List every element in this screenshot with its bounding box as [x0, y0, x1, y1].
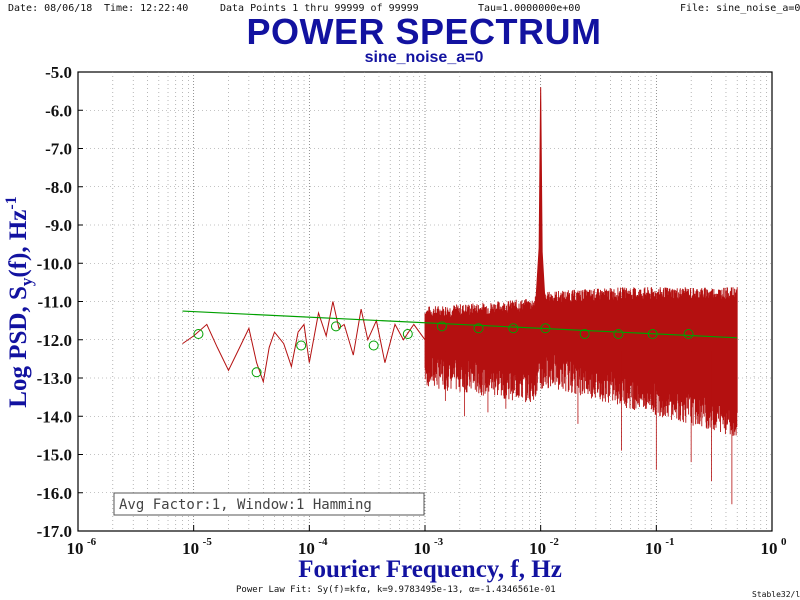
y-tick-label: -16.0	[37, 484, 72, 503]
y-tick-label: -5.0	[45, 63, 72, 82]
averaged-point	[540, 323, 551, 334]
x-tick-label: 10	[761, 539, 778, 558]
y-tick-label: -7.0	[45, 140, 72, 159]
x-tick-label: 10	[645, 539, 662, 558]
x-tick-label: 10	[529, 539, 546, 558]
y-axis-label-sub: y	[17, 277, 36, 286]
x-tick-exponent: 0	[781, 536, 787, 548]
x-tick-labels: 10 -6 10 -5 10 -4 10 -3 10 -2 10 -1 10 0	[67, 525, 787, 558]
averaged-point	[296, 340, 307, 351]
x-axis-label: Fourier Frequency, f, Hz	[298, 556, 562, 583]
averaged-point	[613, 329, 624, 340]
header-data-points: Data Points 1 thru 99999 of 99999	[220, 3, 419, 14]
y-tick-label: -14.0	[37, 407, 72, 426]
y-tick-label: -15.0	[37, 446, 72, 465]
averaged-point	[508, 323, 519, 334]
x-tick-exponent: -2	[550, 536, 560, 548]
header-date: Date: 08/06/18	[8, 3, 92, 14]
x-tick-exponent: -4	[318, 536, 328, 548]
x-tick-exponent: -6	[87, 536, 97, 548]
annotation-text: Avg Factor:1, Window:1 Hamming	[119, 497, 372, 513]
averaged-point	[402, 329, 413, 340]
averaged-points-series	[193, 321, 694, 378]
averaged-point	[647, 329, 658, 340]
x-tick-label: 10	[298, 539, 315, 558]
averaged-point	[330, 321, 341, 332]
x-tick-exponent: -3	[434, 536, 444, 548]
grid-lines	[78, 72, 772, 531]
footer-credit: Stable32/lvb	[752, 590, 800, 599]
x-tick-label: 10	[414, 539, 431, 558]
header-time: Time: 12:22:40	[104, 3, 188, 14]
averaged-point	[579, 329, 590, 340]
y-axis-label: Log PSD, Sy(f), Hz-1	[3, 196, 36, 407]
spectrum-peak	[534, 87, 546, 310]
y-tick-label: -17.0	[37, 522, 72, 541]
y-axis-label-mid: (f), Hz	[5, 210, 32, 278]
annotation-box	[113, 492, 425, 516]
chart-title: POWER SPECTRUM	[246, 11, 601, 52]
averaged-point	[436, 321, 447, 332]
spectrum-low-frequency-line	[182, 301, 426, 384]
y-tick-label: -12.0	[37, 331, 72, 350]
spectrum-series	[182, 87, 738, 505]
y-tick-labels: -5.0 -6.0 -7.0 -8.0 -9.0 -10.0 -11.0 -12.0 -13.0…	[37, 63, 83, 541]
header-tau: Tau=1.0000000e+00	[478, 3, 580, 14]
x-tick-label: 10	[182, 539, 199, 558]
y-tick-label: -13.0	[37, 369, 72, 388]
x-tick-label: 10	[67, 539, 84, 558]
y-axis-label-main: Log PSD, S	[5, 286, 32, 408]
footer-fit: Power Law Fit: Sy(f)=kfα, k=9.9783495e-1…	[236, 585, 556, 595]
x-tick-exponent: -1	[665, 536, 674, 548]
fit-line-series	[182, 310, 738, 339]
y-tick-label: -10.0	[37, 254, 72, 273]
averaged-point	[193, 329, 204, 340]
x-tick-exponent: -5	[203, 536, 213, 548]
averaged-point	[368, 340, 379, 351]
power-law-fit-line	[182, 310, 738, 339]
header-file: File: sine_noise_a=0	[680, 3, 800, 14]
y-axis-label-sup: -1	[3, 196, 20, 209]
spectrum-dense-band	[424, 287, 738, 436]
chart-subtitle: sine_noise_a=0	[365, 49, 484, 66]
y-tick-label: -8.0	[45, 178, 72, 197]
averaged-point	[251, 367, 262, 378]
y-tick-label: -11.0	[38, 293, 72, 312]
averaged-point	[473, 323, 484, 334]
y-tick-label: -9.0	[45, 216, 72, 235]
y-tick-label: -6.0	[45, 101, 72, 120]
averaged-point	[683, 329, 694, 340]
